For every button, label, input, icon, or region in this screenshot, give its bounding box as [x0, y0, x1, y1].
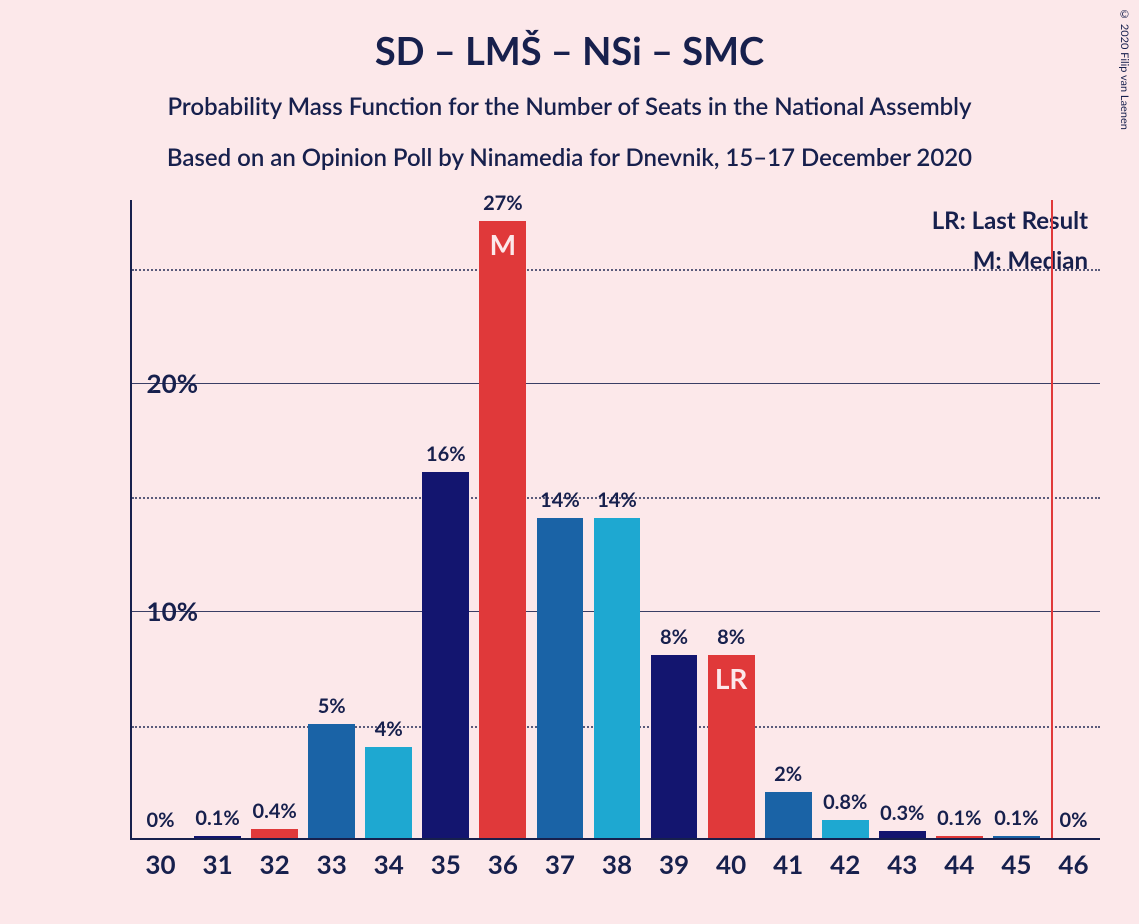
x-axis-tick: 38 — [602, 848, 632, 880]
bar — [308, 724, 355, 838]
bar — [422, 472, 469, 838]
chart-container: LR: Last Result M: Median 10% 20% 0% 30 0.1%… — [50, 200, 1110, 900]
bar-value-label: 14% — [540, 488, 580, 512]
x-axis-tick: 33 — [317, 848, 347, 880]
y-axis-tick: 10% — [128, 595, 198, 627]
bar-value-label: 0.1% — [937, 806, 981, 830]
bar-value-label: 0% — [147, 808, 175, 832]
bar-value-label: 14% — [597, 488, 637, 512]
x-axis-tick: 32 — [260, 848, 290, 880]
x-axis-tick: 43 — [887, 848, 917, 880]
chart-subtitle-2: Based on an Opinion Poll by Ninamedia fo… — [0, 143, 1139, 172]
bar — [365, 747, 412, 838]
x-axis-tick: 36 — [488, 848, 518, 880]
x-axis-tick: 45 — [1001, 848, 1031, 880]
legend-lr: LR: Last Result — [932, 206, 1088, 235]
x-axis-tick: 37 — [545, 848, 575, 880]
bar — [936, 836, 983, 838]
bar-value-label: 16% — [426, 442, 466, 466]
bar-value-label: 0.1% — [994, 806, 1038, 830]
x-axis-tick: 40 — [716, 848, 746, 880]
bar-value-label: 0.3% — [880, 801, 924, 825]
x-axis-tick: 41 — [773, 848, 803, 880]
bar — [194, 836, 241, 838]
legend-m: M: Median — [973, 246, 1088, 275]
copyright-text: © 2020 Filip van Laenen — [1118, 8, 1131, 130]
bar — [594, 518, 641, 838]
plot-area: LR: Last Result M: Median 10%20%0%300.1%… — [130, 200, 1100, 840]
bar — [879, 831, 926, 838]
bar — [251, 829, 298, 838]
bar-marker-label: LR — [715, 661, 748, 695]
y-axis-tick: 20% — [128, 367, 198, 399]
chart-subtitle-1: Probability Mass Function for the Number… — [0, 92, 1139, 121]
lr-marker-line — [1051, 200, 1053, 838]
chart-title: SD – LMŠ – NSi – SMC — [0, 0, 1139, 74]
x-axis-tick: 44 — [944, 848, 974, 880]
bar-value-label: 0.1% — [195, 806, 239, 830]
bar-value-label: 8% — [660, 625, 688, 649]
bar — [765, 792, 812, 838]
bar-value-label: 8% — [717, 625, 745, 649]
bar — [479, 221, 526, 838]
x-axis-tick: 30 — [145, 848, 175, 880]
x-axis-tick: 34 — [374, 848, 404, 880]
x-axis-tick: 31 — [202, 848, 232, 880]
x-axis-tick: 46 — [1058, 848, 1088, 880]
bar-value-label: 27% — [483, 191, 523, 215]
bar-value-label: 0% — [1059, 808, 1087, 832]
x-axis-tick: 35 — [431, 848, 461, 880]
bar-value-label: 0.8% — [823, 790, 867, 814]
bar-value-label: 4% — [375, 717, 403, 741]
bar — [651, 655, 698, 838]
bar — [822, 820, 869, 838]
bar-value-label: 0.4% — [252, 799, 296, 823]
bar-value-label: 5% — [318, 694, 346, 718]
x-axis-tick: 42 — [830, 848, 860, 880]
bar-value-label: 2% — [774, 762, 802, 786]
bar-marker-label: M — [490, 227, 516, 261]
grid-major — [132, 383, 1100, 384]
grid-minor — [132, 269, 1100, 271]
x-axis-tick: 39 — [659, 848, 689, 880]
bar — [993, 836, 1040, 838]
bar — [537, 518, 584, 838]
